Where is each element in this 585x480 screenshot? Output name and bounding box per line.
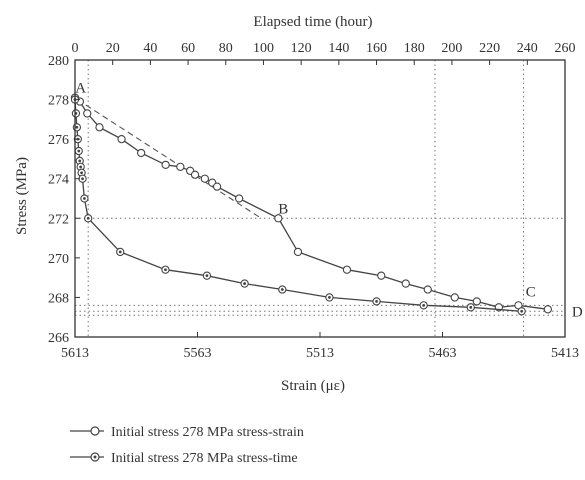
top-tick-label: 40 [143, 41, 157, 56]
series-point-0 [83, 109, 92, 118]
y-tick-label: 278 [48, 94, 69, 109]
annotation-label: A [75, 81, 86, 97]
series-point-dot-1 [469, 305, 473, 309]
reference-lines [75, 60, 565, 337]
reference-dashed-line [77, 99, 262, 219]
series-point-dot-1 [83, 197, 86, 200]
y-tick-label: 274 [48, 173, 69, 188]
top-tick-label: 60 [181, 41, 195, 56]
legend-label-time: Initial stress 278 MPa stress-time [111, 451, 298, 466]
series-point-dot-1 [520, 309, 524, 313]
series-point-0 [136, 148, 146, 158]
top-axis-label: Elapsed time (hour) [253, 14, 372, 30]
annotation-label: D [572, 304, 583, 320]
series-point-0 [161, 160, 170, 170]
bottom-tick-label: 5613 [61, 346, 89, 361]
y-tick-label: 272 [48, 212, 69, 227]
series-point-0 [176, 162, 185, 171]
y-tick-label: 266 [48, 331, 69, 346]
series-point-dot-1 [118, 250, 122, 254]
series-point-dot-1 [205, 274, 209, 278]
series-point-0 [293, 247, 303, 257]
legend-marker-strain [90, 426, 100, 436]
top-tick-label: 240 [517, 41, 538, 56]
series-point-dot-1 [243, 282, 247, 285]
series-point-0 [200, 174, 209, 183]
annotation-label: B [278, 201, 288, 217]
series-point-dot-1 [280, 288, 284, 291]
top-tick-label: 260 [555, 41, 576, 56]
series-point-0 [234, 194, 244, 203]
annotations-layer: A B C D [75, 81, 583, 321]
series-point-dot-1 [375, 299, 378, 303]
series-point-0 [472, 297, 481, 306]
series-point-0 [342, 265, 352, 274]
legend-item-strain: Initial stress 278 MPa stress-strain [70, 425, 304, 440]
top-tick-label: 100 [253, 41, 274, 56]
series-point-dot-1 [78, 159, 82, 163]
bottom-tick-label: 5513 [306, 346, 334, 361]
top-tick-label: 160 [366, 41, 387, 56]
series-point-dot-1 [80, 171, 83, 175]
top-tick-label: 20 [106, 41, 120, 56]
y-tick-label: 268 [48, 291, 69, 306]
top-tick-label: 180 [404, 41, 425, 56]
annotation-label: C [526, 284, 536, 300]
bottom-tick-label: 5413 [551, 346, 579, 361]
top-tick-label: 200 [441, 41, 462, 56]
series-point-0 [423, 285, 432, 294]
series-point-0 [401, 279, 410, 288]
series-point-0 [274, 214, 283, 223]
series-layer [70, 93, 552, 316]
y-tick-label: 276 [48, 133, 69, 148]
series-point-0 [95, 123, 104, 132]
bottom-tick-label: 5563 [184, 346, 212, 361]
series-point-dot-1 [328, 296, 331, 299]
top-tick-label: 80 [219, 41, 233, 56]
y-tick-label: 280 [48, 54, 69, 69]
series-point-dot-1 [422, 303, 426, 307]
top-tick-label: 0 [72, 41, 79, 56]
top-tick-label: 120 [291, 41, 312, 56]
legend-item-time: Initial stress 278 MPa stress-time [70, 451, 298, 466]
series-point-0 [212, 182, 222, 191]
y-axis-label: Stress (MPa) [14, 157, 30, 235]
series-point-dot-1 [164, 268, 167, 272]
top-tick-label: 140 [328, 41, 349, 56]
series-point-0 [190, 170, 200, 179]
legend: Initial stress 278 MPa stress-strain Ini… [70, 425, 304, 466]
series-point-0 [543, 305, 552, 314]
y-tick-label: 270 [48, 252, 69, 267]
series-point-0 [117, 134, 126, 144]
series-point-dot-1 [75, 125, 79, 129]
series-line-1 [74, 99, 522, 312]
series-point-0 [377, 271, 386, 280]
legend-label-strain: Initial stress 278 MPa stress-strain [111, 425, 304, 440]
legend-marker-time-dot [93, 455, 97, 459]
series-point-dot-1 [81, 177, 84, 181]
series-point-dot-1 [86, 216, 90, 220]
series-point-dot-1 [79, 165, 83, 169]
series-point-0 [450, 293, 459, 302]
series-point-dot-1 [77, 149, 81, 153]
bottom-tick-label: 5463 [429, 346, 457, 361]
top-tick-label: 220 [479, 41, 500, 56]
bottom-axis-label: Strain (με) [281, 378, 345, 394]
series-line-0 [74, 97, 548, 310]
